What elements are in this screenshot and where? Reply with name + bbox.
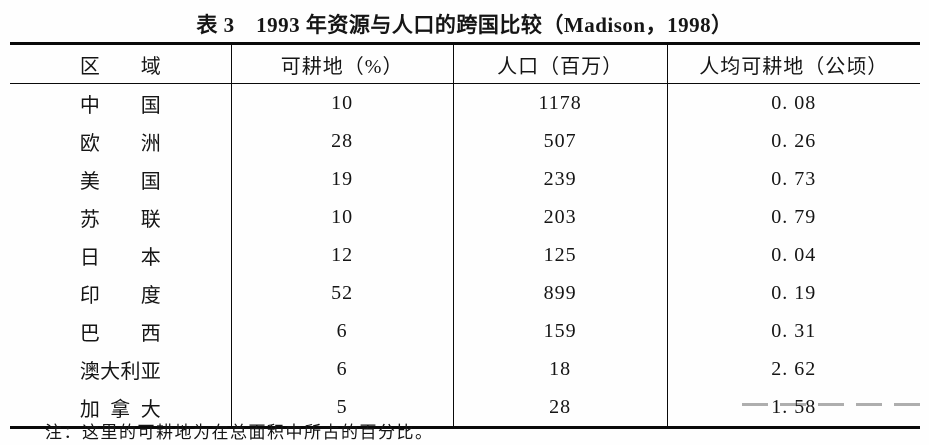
per-capita-cell: 0. 73 [666, 160, 920, 198]
table-footnote: 注：这里的可耕地为在总面积中所占的百分比。 [45, 423, 434, 442]
region-cell: 加拿大 [79, 398, 161, 421]
population-cell: 159 [452, 312, 667, 350]
region-cell: 印度 [79, 284, 161, 307]
arable-cell: 10 [230, 83, 454, 122]
population-cell: 125 [452, 236, 667, 274]
arable-cell: 6 [230, 350, 454, 388]
arable-cell: 12 [230, 236, 454, 274]
per-capita-cell: 0. 04 [666, 236, 920, 274]
table-row: 日本 12 125 0. 04 [10, 236, 920, 274]
header-region: 区域 [10, 43, 232, 84]
header-row: 区域 可耕地（%） 人口（百万） 人均可耕地（公顷） [10, 43, 920, 84]
per-capita-cell: 0. 79 [666, 198, 920, 236]
arable-cell: 28 [230, 122, 454, 160]
per-capita-cell: 0. 08 [666, 83, 920, 122]
arable-cell: 6 [230, 312, 454, 350]
table-row: 印度 52 899 0. 19 [10, 274, 920, 312]
per-capita-cell: 0. 19 [666, 274, 920, 312]
per-capita-cell: 1. 58 [666, 388, 920, 428]
print-bleed-artifact [742, 403, 920, 406]
region-cell: 澳大利亚 [79, 360, 161, 383]
table-row: 巴西 6 159 0. 31 [10, 312, 920, 350]
per-capita-cell: 0. 26 [666, 122, 920, 160]
region-cell: 中国 [79, 94, 161, 117]
population-cell: 203 [452, 198, 667, 236]
region-cell: 巴西 [79, 322, 161, 345]
table-row: 澳大利亚 6 18 2. 62 [10, 350, 920, 388]
arable-cell: 10 [230, 198, 454, 236]
comparison-table: 区域 可耕地（%） 人口（百万） 人均可耕地（公顷） 中国 10 1178 0.… [10, 42, 920, 429]
arable-cell: 19 [230, 160, 454, 198]
table-row: 苏联 10 203 0. 79 [10, 198, 920, 236]
population-cell: 28 [452, 388, 667, 428]
header-arable-pct: 可耕地（%） [230, 43, 454, 84]
per-capita-cell: 2. 62 [666, 350, 920, 388]
population-cell: 18 [452, 350, 667, 388]
header-region-label: 区域 [79, 55, 161, 78]
header-population: 人口（百万） [452, 43, 667, 84]
population-cell: 507 [452, 122, 667, 160]
arable-cell: 52 [230, 274, 454, 312]
population-cell: 239 [452, 160, 667, 198]
region-cell: 苏联 [79, 208, 161, 231]
table-row: 加拿大 5 28 1. 58 [10, 388, 920, 428]
table-row: 美国 19 239 0. 73 [10, 160, 920, 198]
table-row: 欧洲 28 507 0. 26 [10, 122, 920, 160]
region-cell: 日本 [79, 246, 161, 269]
per-capita-cell: 0. 31 [666, 312, 920, 350]
region-cell: 欧洲 [79, 132, 161, 155]
table-row: 中国 10 1178 0. 08 [10, 83, 920, 122]
population-cell: 1178 [452, 83, 667, 122]
population-cell: 899 [452, 274, 667, 312]
region-cell: 美国 [79, 170, 161, 193]
table-title: 表 3 1993 年资源与人口的跨国比较（Madison，1998） [196, 13, 733, 37]
arable-cell: 5 [230, 388, 454, 428]
header-per-capita: 人均可耕地（公顷） [666, 43, 920, 84]
